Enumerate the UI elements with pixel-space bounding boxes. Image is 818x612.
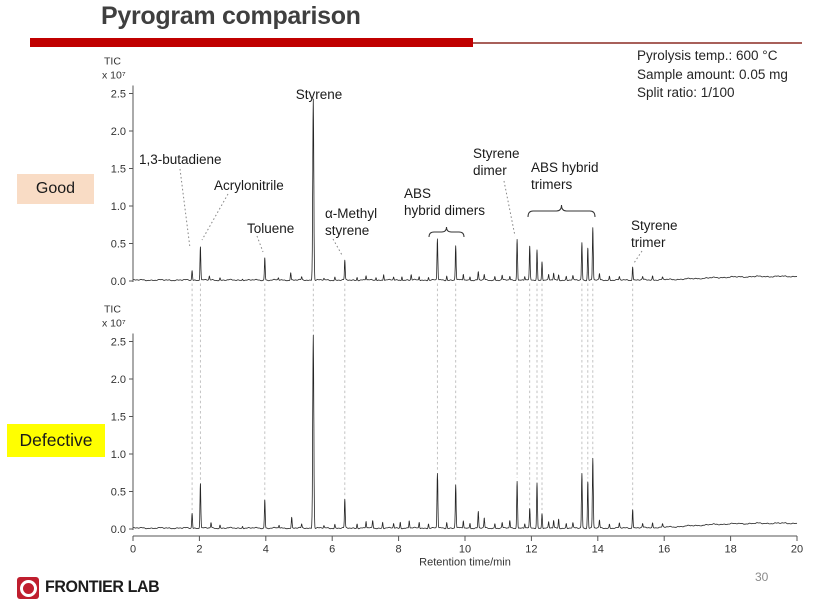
annotation-pointer-line bbox=[503, 180, 516, 237]
logo-mark-icon bbox=[17, 577, 39, 599]
y-tick-label: 0.0 bbox=[111, 276, 126, 288]
annotation-pointer-line bbox=[256, 235, 264, 253]
condition-sample-amount: Sample amount: 0.05 mg bbox=[637, 66, 788, 82]
annotation-label: trimer bbox=[631, 235, 666, 250]
y-axis-good: 0.0 0.5 1.0 1.5 2.0 2.5 TIC x 10⁷ bbox=[102, 56, 134, 288]
y-tick-label: 0.5 bbox=[111, 486, 126, 498]
annotation-toluene: Toluene bbox=[247, 221, 294, 253]
annotation-pointer-line bbox=[633, 250, 643, 264]
annotation-label: styrene bbox=[325, 223, 369, 238]
y-axis-title: TIC bbox=[104, 56, 121, 68]
y-tick-label: 1.5 bbox=[111, 411, 126, 423]
x-tick-label: 14 bbox=[592, 544, 604, 556]
x-tick-label: 16 bbox=[658, 544, 670, 556]
y-tick-label: 2.0 bbox=[111, 126, 126, 138]
annotation-label: ABS bbox=[404, 186, 431, 201]
x-tick-label: 12 bbox=[525, 544, 537, 556]
annotation-abs-dimers: ABS hybrid dimers bbox=[404, 186, 485, 238]
x-tick-label: 18 bbox=[724, 544, 736, 556]
x-tick-label: 6 bbox=[329, 544, 335, 556]
page-title: Pyrogram comparison bbox=[101, 2, 361, 30]
x-axis-title: Retention time/min bbox=[419, 557, 511, 569]
annotation-styrene: Styrene bbox=[296, 87, 343, 102]
annotation-label: Styrene bbox=[473, 146, 520, 161]
page-number: 30 bbox=[755, 570, 769, 584]
y-tick-label: 1.5 bbox=[111, 163, 126, 175]
annotation-label: Styrene bbox=[296, 87, 343, 102]
frontier-lab-logo: FRONTIER LAB bbox=[17, 577, 160, 599]
annotation-label: ABS hybrid bbox=[531, 160, 599, 175]
annotation-label: Acrylonitrile bbox=[214, 178, 284, 193]
y-axis-defective: 0.0 0.5 1.0 1.5 2.0 2.5 TIC x 10⁷ bbox=[102, 304, 134, 536]
logo-ring-icon bbox=[19, 579, 37, 597]
x-axis: 0 2 4 6 8 10 12 14 16 18 20 Retention time/min bbox=[130, 535, 803, 569]
x-tick-label: 8 bbox=[396, 544, 402, 556]
accent-line bbox=[473, 42, 802, 44]
y-axis-title: TIC bbox=[104, 304, 121, 316]
annotation-styrene-trimer: Styrene trimer bbox=[631, 218, 678, 264]
annotation-butadiene: 1,3-butadiene bbox=[139, 152, 222, 249]
x-tick-label: 4 bbox=[263, 544, 269, 556]
x-tick-label: 10 bbox=[459, 544, 471, 556]
y-tick-label: 0.5 bbox=[111, 238, 126, 250]
accent-bar bbox=[30, 38, 473, 47]
y-tick-label: 2.5 bbox=[111, 88, 126, 100]
x-tick-label: 20 bbox=[791, 544, 803, 556]
annotation-pointer-line bbox=[179, 168, 191, 249]
annotation-label: trimers bbox=[531, 177, 572, 192]
logo-text: FRONTIER LAB bbox=[45, 578, 160, 597]
annotation-styrene-dimer: Styrene dimer bbox=[473, 146, 520, 237]
defective-label-badge: Defective bbox=[7, 424, 105, 457]
annotation-label: hybrid dimers bbox=[404, 203, 485, 218]
y-tick-label: 0.0 bbox=[111, 524, 126, 536]
x-tick-label: 0 bbox=[130, 544, 136, 556]
annotation-label: 1,3-butadiene bbox=[139, 152, 222, 167]
y-axis-unit: x 10⁷ bbox=[102, 318, 126, 330]
y-tick-label: 1.0 bbox=[111, 201, 126, 213]
annotation-pointer-line bbox=[201, 193, 229, 241]
condition-split-ratio: Split ratio: 1/100 bbox=[637, 85, 735, 100]
y-axis-unit: x 10⁷ bbox=[102, 70, 126, 82]
annotation-amethylstyrene: α-Methyl styrene bbox=[325, 206, 377, 256]
y-tick-label: 2.0 bbox=[111, 374, 126, 386]
annotation-label: α-Methyl bbox=[325, 206, 377, 221]
annotation-label: dimer bbox=[473, 163, 507, 178]
annotation-abs-trimers: ABS hybrid trimers bbox=[527, 160, 599, 218]
good-pyrogram-trace bbox=[132, 98, 798, 282]
defective-pyrogram-trace bbox=[132, 334, 798, 530]
annotation-pointer-line bbox=[332, 238, 343, 256]
dashed-guides bbox=[191, 283, 634, 510]
annotation-brace bbox=[428, 226, 465, 238]
good-label-badge: Good bbox=[17, 174, 94, 204]
y-tick-label: 2.5 bbox=[111, 336, 126, 348]
condition-pyrolysis-temp: Pyrolysis temp.: 600 °C bbox=[637, 48, 778, 63]
analysis-conditions: Pyrolysis temp.: 600 °C Sample amount: 0… bbox=[637, 47, 788, 103]
annotation-acrylonitrile: Acrylonitrile bbox=[201, 178, 284, 241]
annotation-label: Styrene bbox=[631, 218, 678, 233]
annotation-label: Toluene bbox=[247, 221, 294, 236]
x-tick-label: 2 bbox=[196, 544, 202, 556]
y-tick-label: 1.0 bbox=[111, 449, 126, 461]
annotation-brace bbox=[527, 204, 596, 218]
